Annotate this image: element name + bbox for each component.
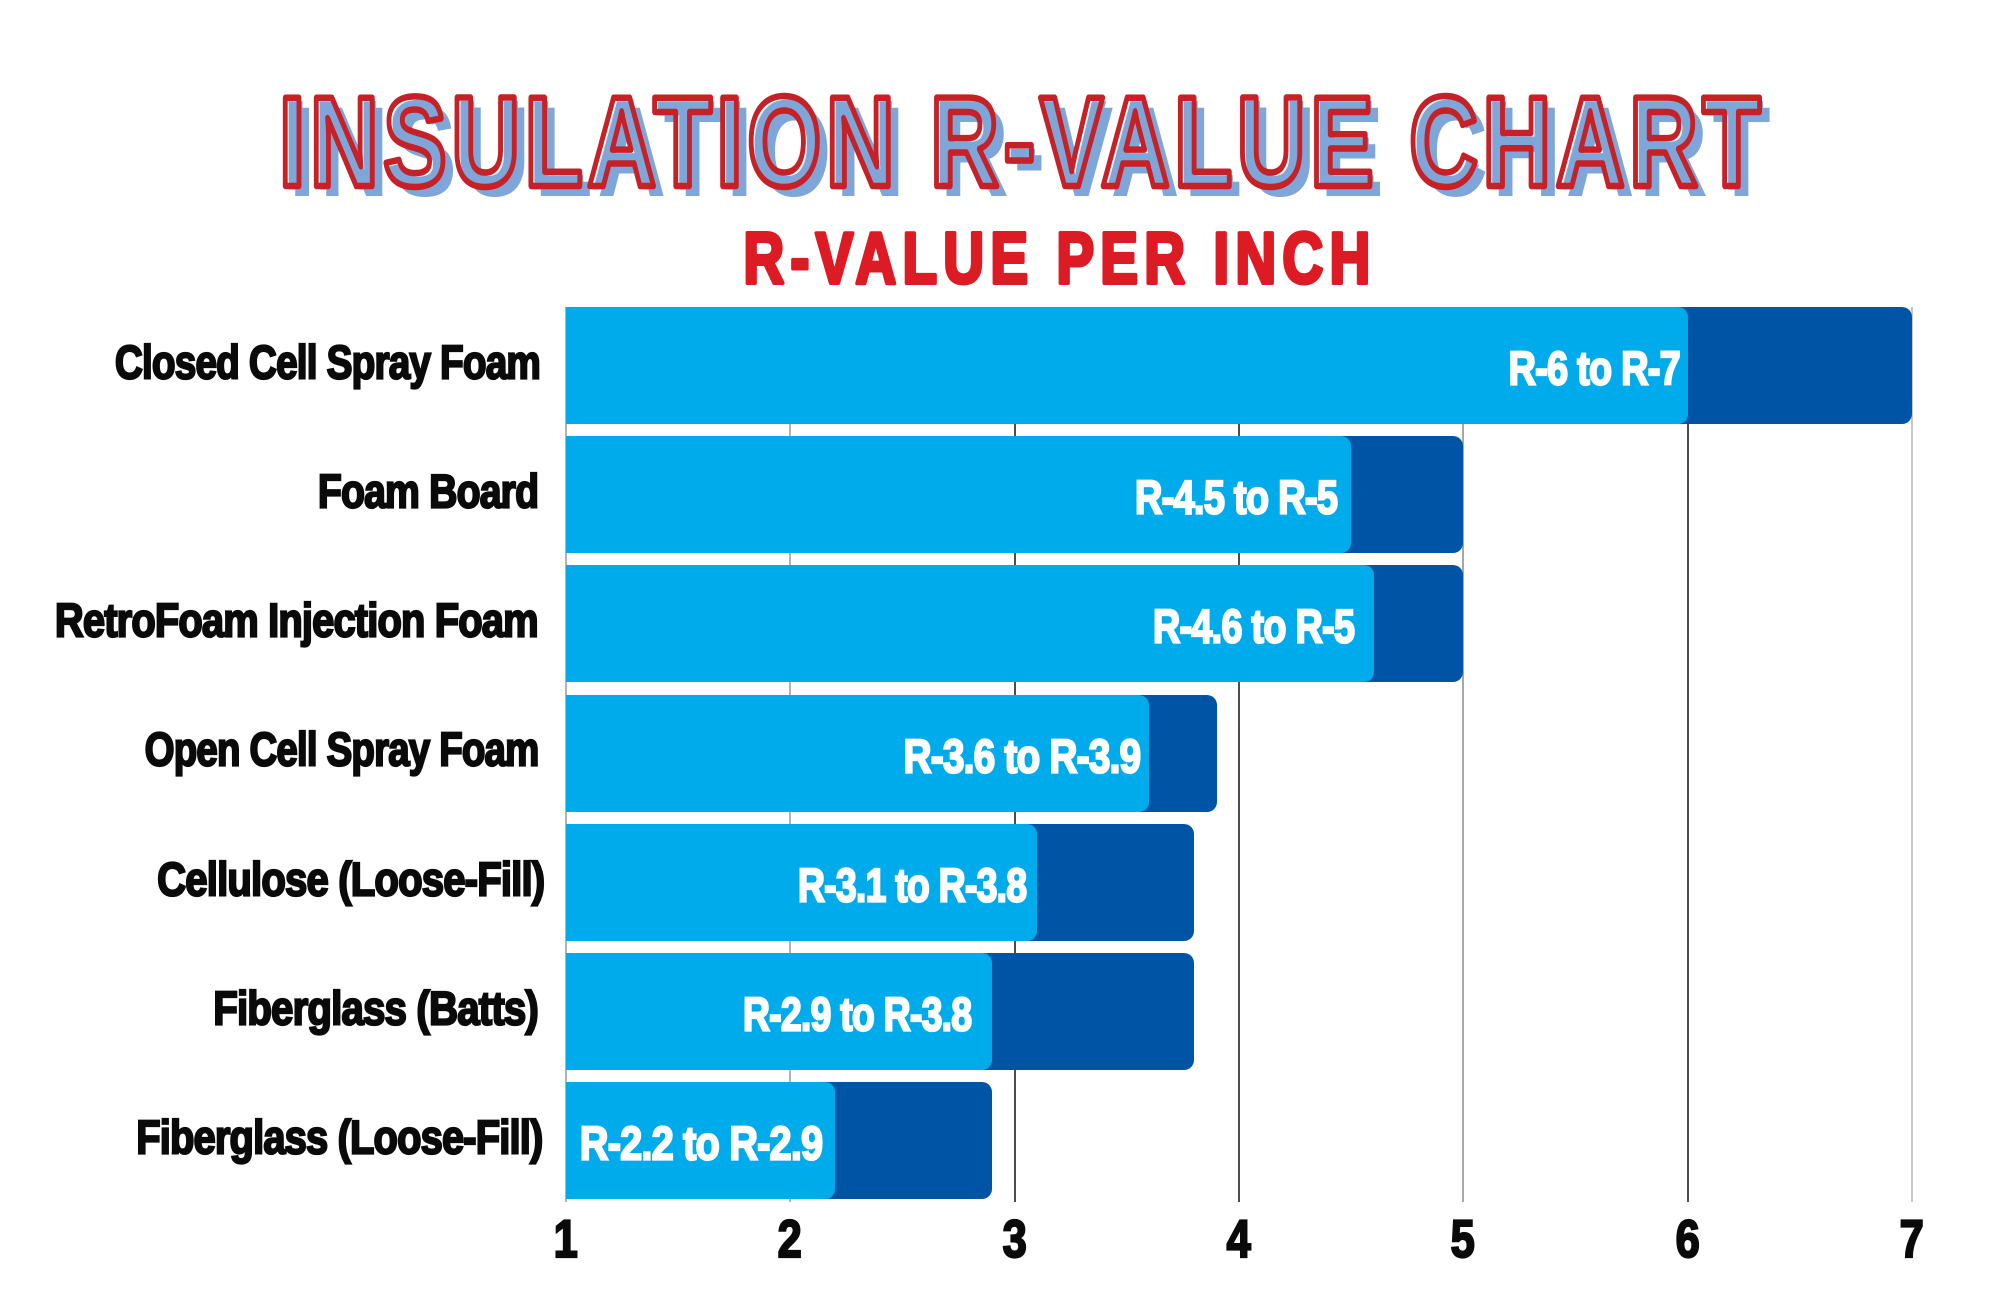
svg-text:R-VALUE PER INCH: R-VALUE PER INCH — [743, 217, 1376, 298]
svg-text:INSULATION R-VALUE CHART: INSULATION R-VALUE CHART — [289, 80, 1775, 223]
svg-text:INSULATION R-VALUE CHART: INSULATION R-VALUE CHART — [282, 74, 1768, 217]
svg-text:INSULATION R-VALUE CHART: INSULATION R-VALUE CHART — [279, 70, 1765, 213]
svg-text:INSULATION R-VALUE CHART: INSULATION R-VALUE CHART — [279, 70, 1765, 213]
